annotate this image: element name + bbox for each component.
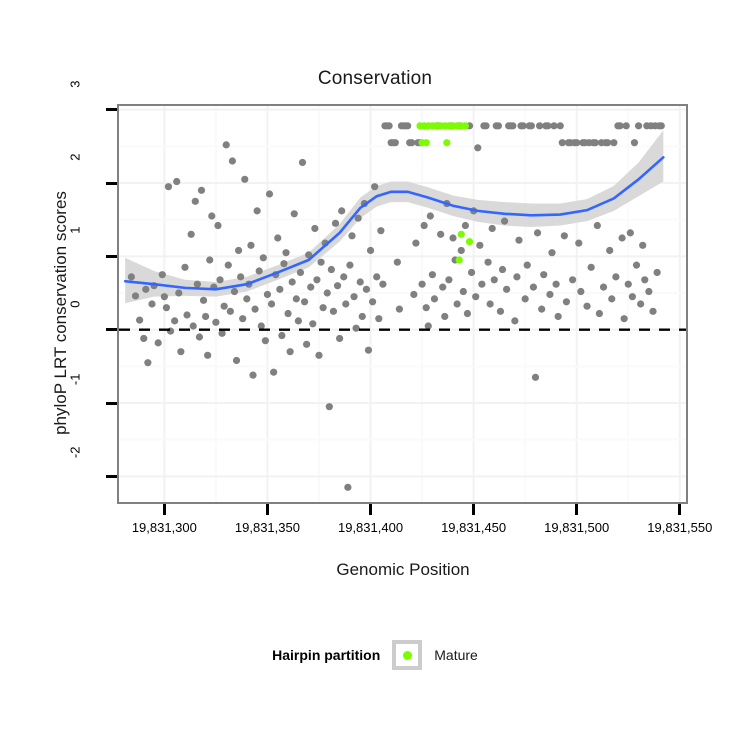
x-tick-mark xyxy=(678,504,682,515)
y-tick-mark xyxy=(106,328,117,332)
y-tick-mark xyxy=(106,108,117,112)
legend-key-mature[interactable] xyxy=(392,640,423,670)
y-tick-label: -1 xyxy=(67,373,83,386)
y-tick-mark xyxy=(106,181,117,185)
legend-title: Hairpin partition xyxy=(272,647,381,663)
y-tick-mark xyxy=(106,401,117,405)
y-tick-mark xyxy=(106,254,117,258)
x-tick-label: 19,831,500 xyxy=(544,520,610,535)
plot-panel xyxy=(117,104,688,504)
y-tick-label: -2 xyxy=(67,446,83,459)
x-tick-label: 19,831,450 xyxy=(441,520,507,535)
y-tick-label: 0 xyxy=(67,300,83,308)
legend-label-mature: Mature xyxy=(434,647,478,663)
y-tick-label: 2 xyxy=(67,153,83,161)
x-tick-label: 19,831,550 xyxy=(647,520,713,535)
page-title: Conservation xyxy=(317,68,433,89)
x-tick-label: 19,831,300 xyxy=(131,520,197,535)
legend-dot-icon xyxy=(402,650,412,660)
x-tick-mark xyxy=(265,504,269,515)
y-tick-label: 1 xyxy=(67,226,83,235)
y-tick-label: 3 xyxy=(67,80,83,88)
x-tick-mark xyxy=(472,504,476,515)
x-tick-label: 19,831,350 xyxy=(234,520,300,535)
y-tick-mark xyxy=(106,474,117,478)
x-tick-label: 19,831,400 xyxy=(337,520,404,535)
x-tick-mark xyxy=(575,504,579,515)
x-axis-title: Genomic Position xyxy=(336,560,470,579)
legend: Hairpin partition Mature xyxy=(0,640,750,670)
plot-canvas xyxy=(119,106,686,502)
x-tick-mark xyxy=(162,504,166,515)
x-tick-mark xyxy=(369,504,373,515)
